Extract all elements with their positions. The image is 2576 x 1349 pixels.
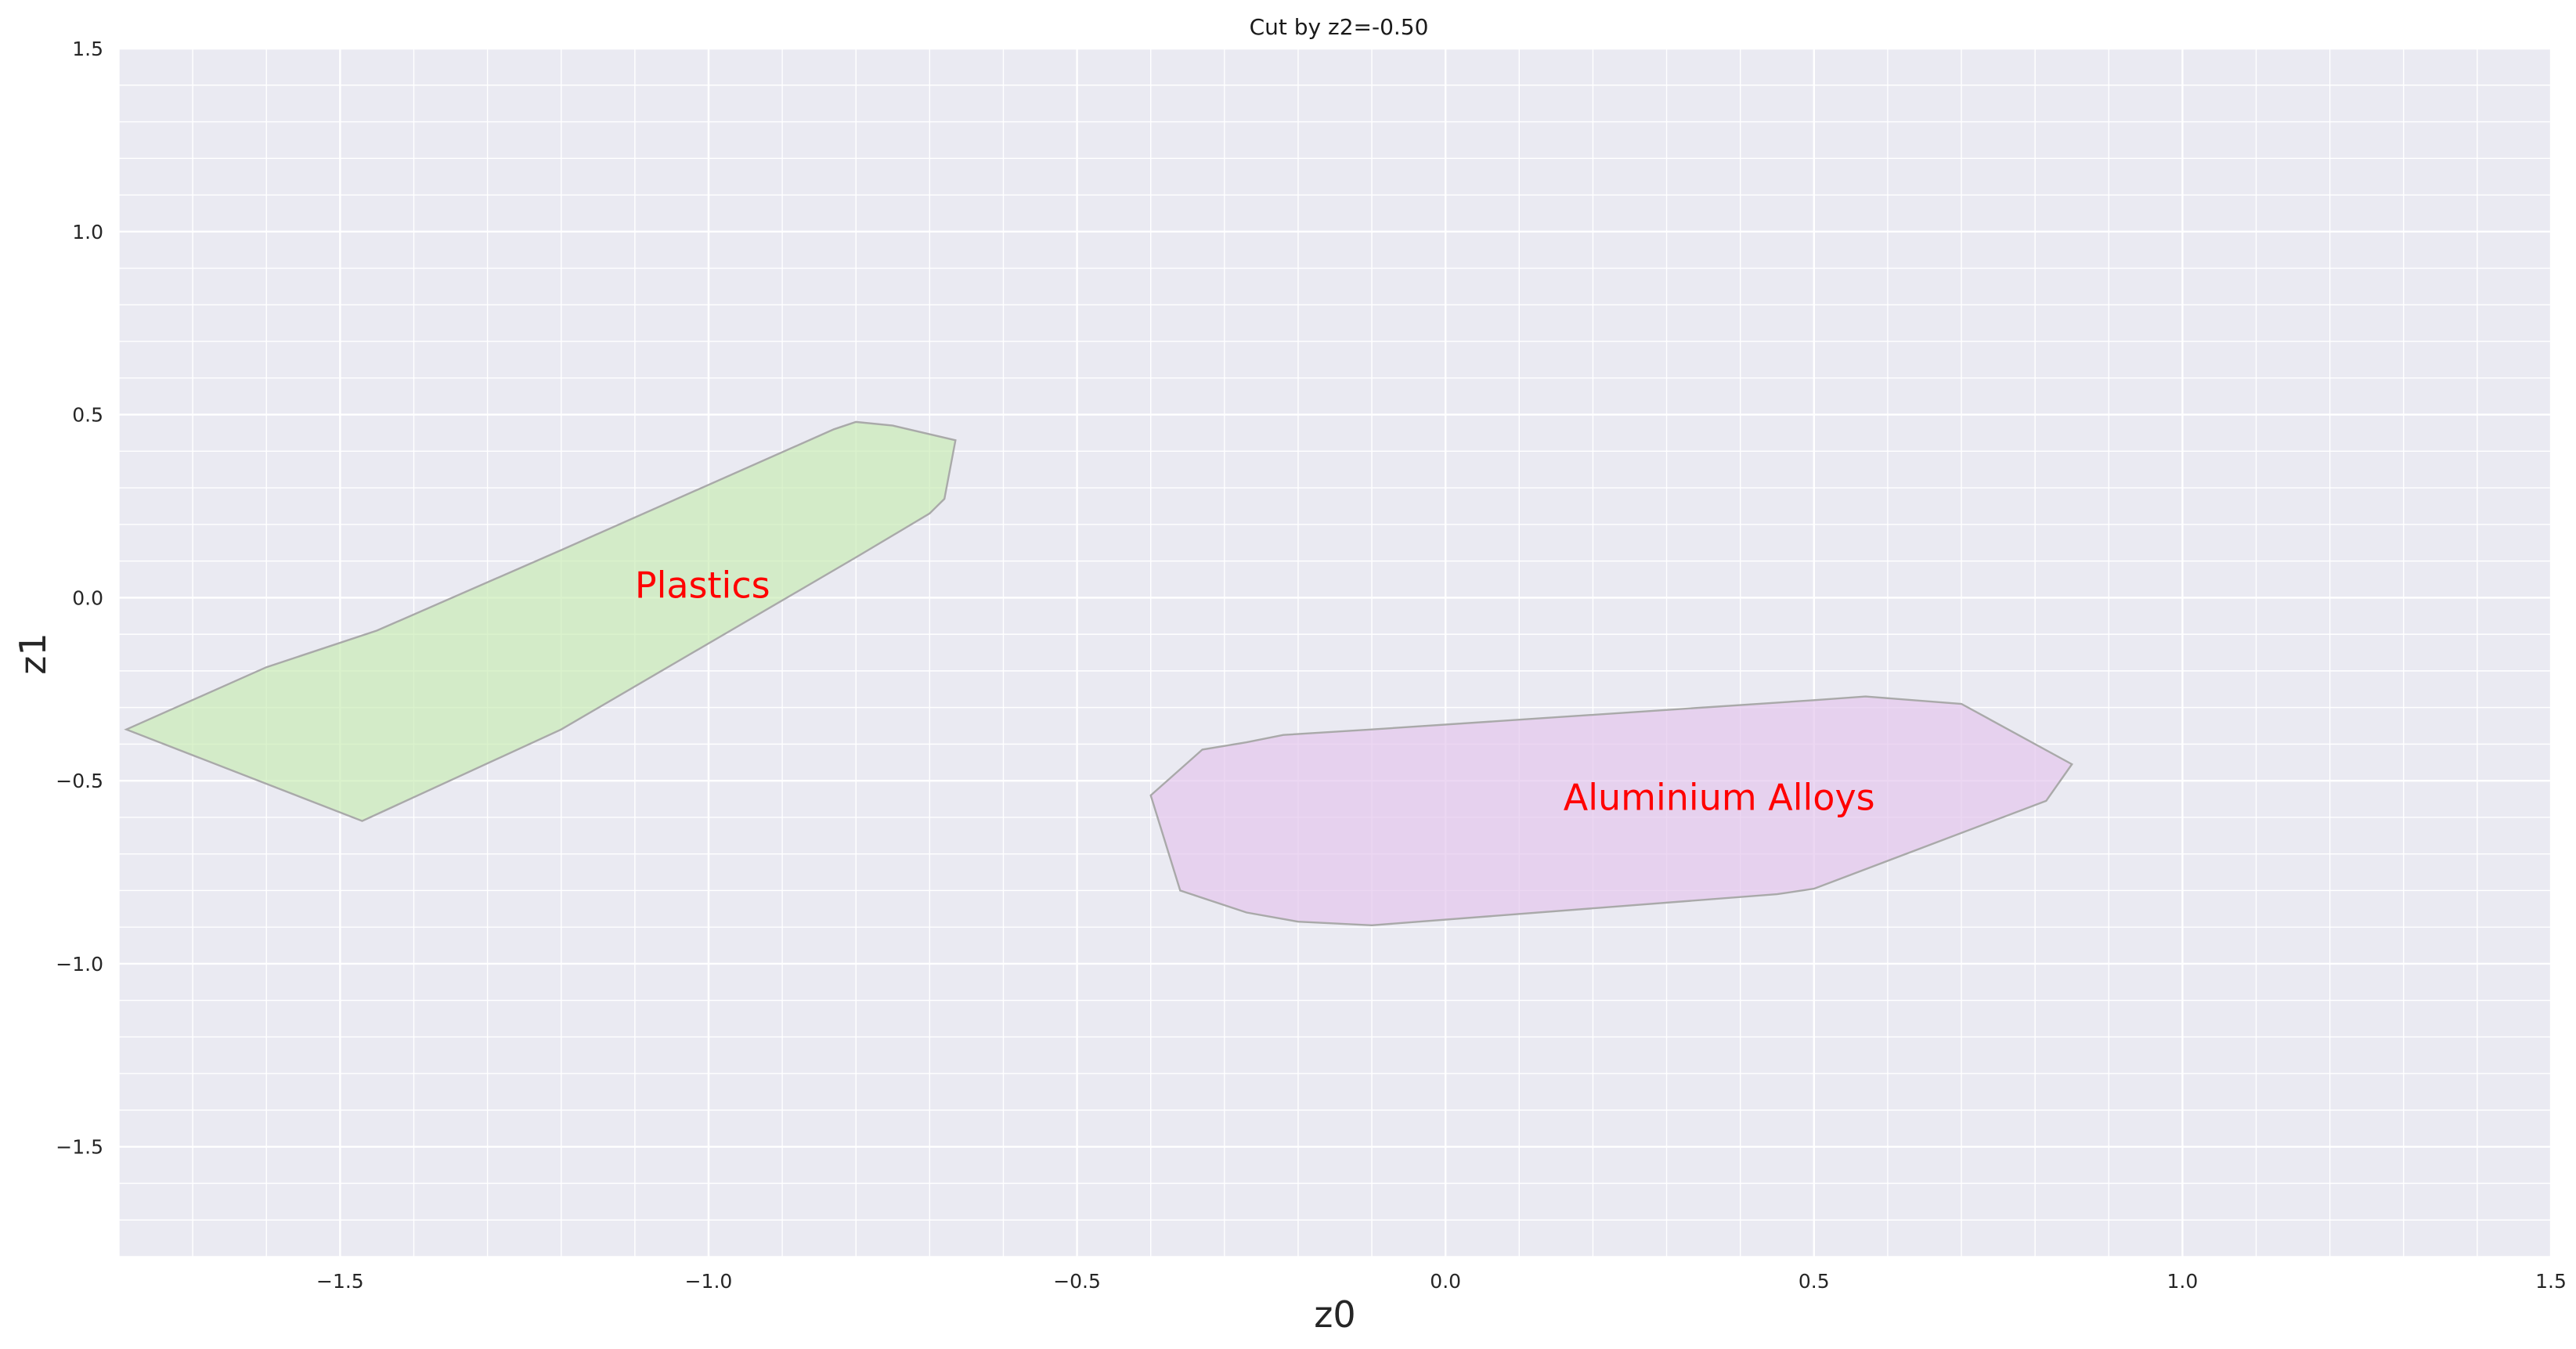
x-axis-ticks: −1.5 −1.0 −0.5 0.0 0.5 1.0 1.5 xyxy=(316,1270,2567,1293)
y-tick-label: 1.0 xyxy=(72,221,103,243)
chart-title: Cut by z2=-0.50 xyxy=(1250,14,1429,40)
x-tick-label: 1.0 xyxy=(2167,1270,2199,1293)
y-tick-label: −0.5 xyxy=(56,770,103,792)
x-tick-label: −1.0 xyxy=(685,1270,733,1293)
y-tick-label: 1.5 xyxy=(72,38,103,60)
region-label-aluminium-alloys: Aluminium Alloys xyxy=(1564,777,1875,819)
x-axis-label: z0 xyxy=(1314,1293,1355,1336)
x-tick-label: 1.5 xyxy=(2535,1270,2567,1293)
y-axis-label: z1 xyxy=(12,633,54,674)
y-tick-label: −1.0 xyxy=(56,953,103,976)
y-axis-ticks: −1.5 −1.0 −0.5 0.0 0.5 1.0 1.5 xyxy=(56,38,103,1159)
region-label-plastics: Plastics xyxy=(635,564,770,606)
y-tick-label: 0.5 xyxy=(72,404,103,427)
x-tick-label: −0.5 xyxy=(1053,1270,1101,1293)
x-tick-label: 0.5 xyxy=(1799,1270,1830,1293)
regions: Plastics Aluminium Alloys xyxy=(124,420,2073,927)
x-tick-label: 0.0 xyxy=(1430,1270,1461,1293)
y-tick-label: 0.0 xyxy=(72,586,103,609)
y-tick-label: −1.5 xyxy=(56,1136,103,1159)
x-tick-label: −1.5 xyxy=(316,1270,364,1293)
region-aluminium-alloys xyxy=(1149,695,2073,927)
region-plastics xyxy=(124,420,957,822)
